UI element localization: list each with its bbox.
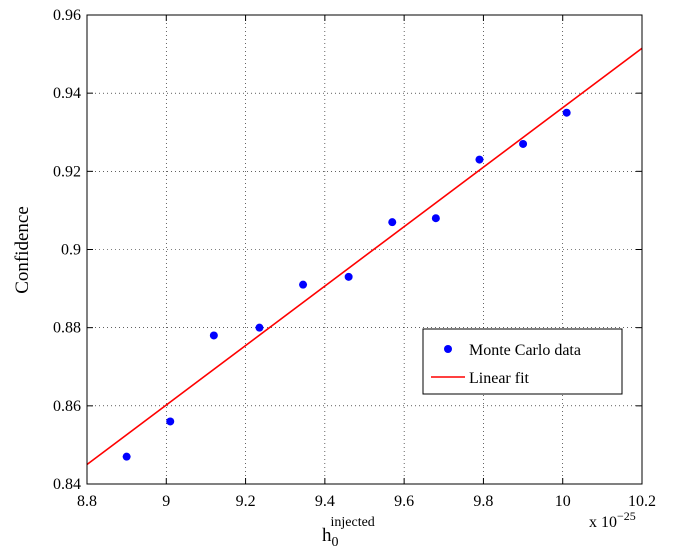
legend-label-monte-carlo: Monte Carlo data: [469, 342, 581, 359]
legend-box: [422, 328, 623, 395]
y-tick-label: 0.84: [53, 476, 81, 493]
y-axis-label: Confidence: [12, 206, 33, 294]
data-point: [166, 417, 175, 426]
x-tick-labels: 8.8 9 9.2 9.4 9.6 9.8 10 10.2: [77, 493, 656, 510]
x-tick-label: 8.8: [77, 493, 97, 510]
y-tick-label: 0.92: [53, 163, 81, 180]
x-axis-label-sup: injected: [331, 515, 375, 530]
y-tick-label: 0.86: [53, 398, 81, 415]
y-tick-label: 0.88: [53, 320, 81, 337]
data-point: [562, 108, 571, 117]
x-axis-multiplier-exponent: −25: [617, 509, 636, 523]
x-tick-label: 9.8: [473, 493, 493, 510]
x-tick-label: 9.6: [394, 493, 414, 510]
x-tick-label: 9: [162, 493, 170, 510]
y-tick-label: 0.9: [61, 242, 81, 259]
data-point: [388, 218, 397, 227]
x-tick-label: 10: [555, 493, 571, 510]
ticks: [86, 14, 643, 485]
x-tick-label: 10.2: [628, 493, 656, 510]
data-points-layer: [122, 108, 571, 461]
plot-frame: [86, 14, 643, 485]
x-axis-label-sub: 0: [332, 535, 339, 547]
legend-marker-monte-carlo: [444, 345, 452, 353]
data-point: [344, 272, 353, 281]
linear-fit-line: [86, 47, 643, 466]
data-point: [431, 214, 440, 223]
data-point: [519, 139, 528, 148]
x-axis-label-base: h: [322, 525, 332, 546]
data-point: [255, 323, 264, 332]
x-tick-label: 9.4: [315, 493, 335, 510]
y-tick-labels: 0.84 0.86 0.88 0.9 0.92 0.94 0.96: [53, 7, 81, 493]
x-axis-multiplier: x 10−25: [589, 509, 636, 531]
legend: Monte Carlo data Linear fit: [422, 328, 623, 395]
grid: [87, 15, 642, 484]
data-point: [475, 155, 484, 164]
y-tick-label: 0.96: [53, 7, 81, 24]
x-tick-label: 9.2: [236, 493, 256, 510]
x-axis-label: h0 injected: [322, 515, 375, 547]
x-axis-multiplier-prefix: x 10: [589, 514, 617, 531]
data-point: [209, 331, 218, 340]
fit-line-layer: [86, 47, 643, 466]
data-point: [299, 280, 308, 289]
data-point: [122, 452, 131, 461]
legend-label-linear-fit: Linear fit: [469, 370, 530, 387]
y-tick-label: 0.94: [53, 85, 81, 102]
